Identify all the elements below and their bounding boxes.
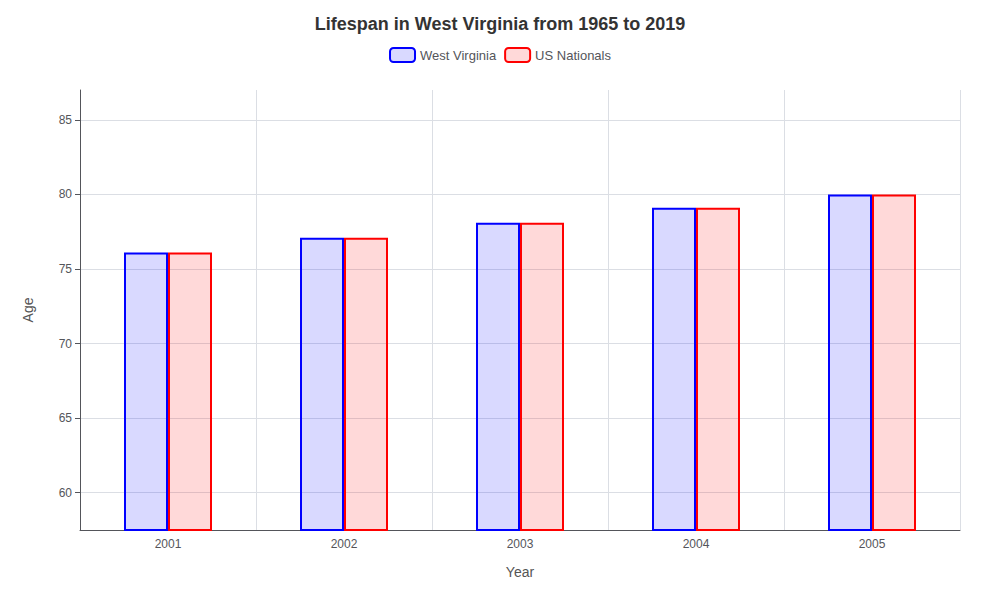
svg-text:Year: Year — [506, 564, 535, 580]
svg-text:80: 80 — [59, 187, 73, 201]
svg-text:60: 60 — [59, 486, 73, 500]
svg-text:US Nationals: US Nationals — [535, 48, 611, 63]
svg-text:2004: 2004 — [683, 537, 710, 551]
svg-text:85: 85 — [59, 113, 73, 127]
svg-text:2001: 2001 — [155, 537, 182, 551]
svg-text:70: 70 — [59, 337, 73, 351]
svg-text:2005: 2005 — [859, 537, 886, 551]
svg-text:Age: Age — [20, 297, 36, 322]
svg-text:Lifespan in West Virginia from: Lifespan in West Virginia from 1965 to 2… — [315, 14, 685, 34]
svg-text:75: 75 — [59, 262, 73, 276]
svg-text:2002: 2002 — [331, 537, 358, 551]
svg-text:2003: 2003 — [507, 537, 534, 551]
svg-text:65: 65 — [59, 411, 73, 425]
svg-text:West Virginia: West Virginia — [420, 48, 497, 63]
